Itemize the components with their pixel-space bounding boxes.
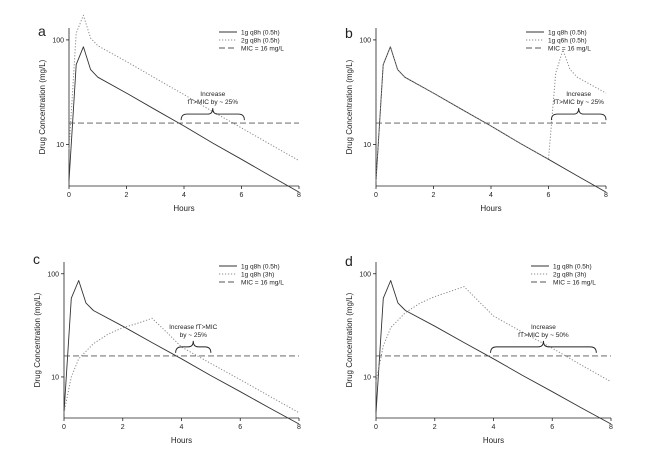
y-tick-label: 100: [52, 37, 64, 44]
series-line-2: [375, 286, 612, 383]
x-tick-label: 4: [489, 192, 493, 199]
series-line-1: [68, 46, 300, 193]
annotation-brace: [175, 340, 212, 353]
panel-letter: d: [345, 253, 353, 269]
annotation-text: Increase: [200, 91, 225, 98]
legend-entry: MIC = 16 mg/L: [548, 45, 591, 52]
annotation-text: Increase fT>MIC: [169, 324, 218, 331]
annotation-text: by ~ 25%: [180, 332, 208, 339]
chart-panel-a: a 0 2 4 6 8 10 100 Hours Drug Concentration (mg/L…: [38, 14, 301, 213]
x-tick-label: 2: [433, 424, 437, 431]
legend-entry: MIC = 16 mg/L: [241, 279, 284, 286]
series-line-1: [375, 46, 607, 193]
x-tick-label: 8: [604, 192, 608, 199]
y-axis-title: Drug Concentration (mg/L): [345, 292, 354, 387]
x-tick-label: 2: [432, 192, 436, 199]
x-tick-label: 0: [62, 424, 66, 431]
x-tick-label: 2: [121, 424, 125, 431]
chart-panel-b: b 0 2 4 6 8 10 100 Hours Drug Concentration (mg/L…: [345, 25, 608, 213]
legend-entry: 1g q8h (0.5h): [548, 29, 587, 36]
x-tick-label: 2: [125, 192, 129, 199]
y-axis-title: Drug Concentration (mg/L): [38, 59, 47, 154]
x-tick-label: 8: [609, 424, 613, 431]
y-tick-label: 10: [56, 142, 64, 149]
panel-letter: b: [345, 25, 353, 41]
annotation-text: fT>MIC by ~ 25%: [187, 99, 238, 106]
x-tick-label: 6: [547, 192, 551, 199]
y-tick-label: 100: [359, 271, 371, 278]
annotation-text: Increase: [531, 324, 556, 331]
series-line-1: [375, 280, 612, 425]
panel-letter: c: [33, 251, 40, 267]
x-tick-label: 6: [238, 424, 242, 431]
panel-letter: a: [38, 23, 46, 39]
legend-entry: 1g q8h (0.5h): [241, 263, 280, 270]
x-tick-label: 0: [374, 424, 378, 431]
x-axis-title: Hours: [483, 436, 504, 445]
x-axis-title: Hours: [171, 436, 192, 445]
legend-entry: 1g q8h (0.5h): [241, 29, 280, 36]
annotation-text: Increase: [566, 91, 591, 98]
series-line-2: [375, 46, 607, 181]
y-tick-label: 10: [363, 142, 371, 149]
x-tick-label: 6: [240, 192, 244, 199]
y-tick-label: 100: [47, 271, 59, 278]
x-axis-title: Hours: [173, 204, 194, 213]
y-tick-label: 10: [363, 374, 371, 381]
annotation-brace: [180, 108, 245, 121]
x-tick-label: 6: [550, 424, 554, 431]
y-axis-title: Drug Concentration (mg/L): [33, 292, 42, 387]
y-axis-title: Drug Concentration (mg/L): [345, 59, 354, 154]
annotation-text: fT>MIC by ~ 50%: [518, 332, 569, 339]
legend-entry: 1g q8h (0.5h): [553, 263, 592, 270]
series-line-1: [63, 280, 300, 425]
legend-entry: 1g q6h (0.5h): [548, 37, 587, 44]
y-tick-label: 100: [359, 37, 371, 44]
x-tick-label: 4: [180, 424, 184, 431]
legend-entry: MIC = 16 mg/L: [553, 279, 596, 286]
x-tick-label: 4: [182, 192, 186, 199]
x-tick-label: 4: [492, 424, 496, 431]
legend-entry: 2g q8h (0.5h): [241, 37, 280, 44]
legend-entry: 1g q8h (3h): [241, 271, 274, 278]
x-tick-label: 0: [67, 192, 71, 199]
x-tick-label: 8: [297, 424, 301, 431]
annotation-text: fT>MIC by ~ 25%: [553, 99, 604, 106]
series-line-2: [68, 14, 300, 162]
legend-entry: MIC = 16 mg/L: [241, 45, 284, 52]
chart-panel-c: c 0 2 4 6 8 10 100 Hours Drug Concentration (mg/L…: [33, 251, 301, 445]
annotation-brace: [550, 108, 607, 121]
annotation-brace: [490, 340, 597, 353]
chart-panel-d: d 0 2 4 6 8 10 100 Hours Drug Concentration (mg/L…: [345, 253, 613, 445]
y-tick-label: 10: [51, 374, 59, 381]
legend-entry: 2g q8h (3h): [553, 271, 586, 278]
x-tick-label: 8: [297, 192, 301, 199]
x-tick-label: 0: [374, 192, 378, 199]
x-axis-title: Hours: [480, 204, 501, 213]
